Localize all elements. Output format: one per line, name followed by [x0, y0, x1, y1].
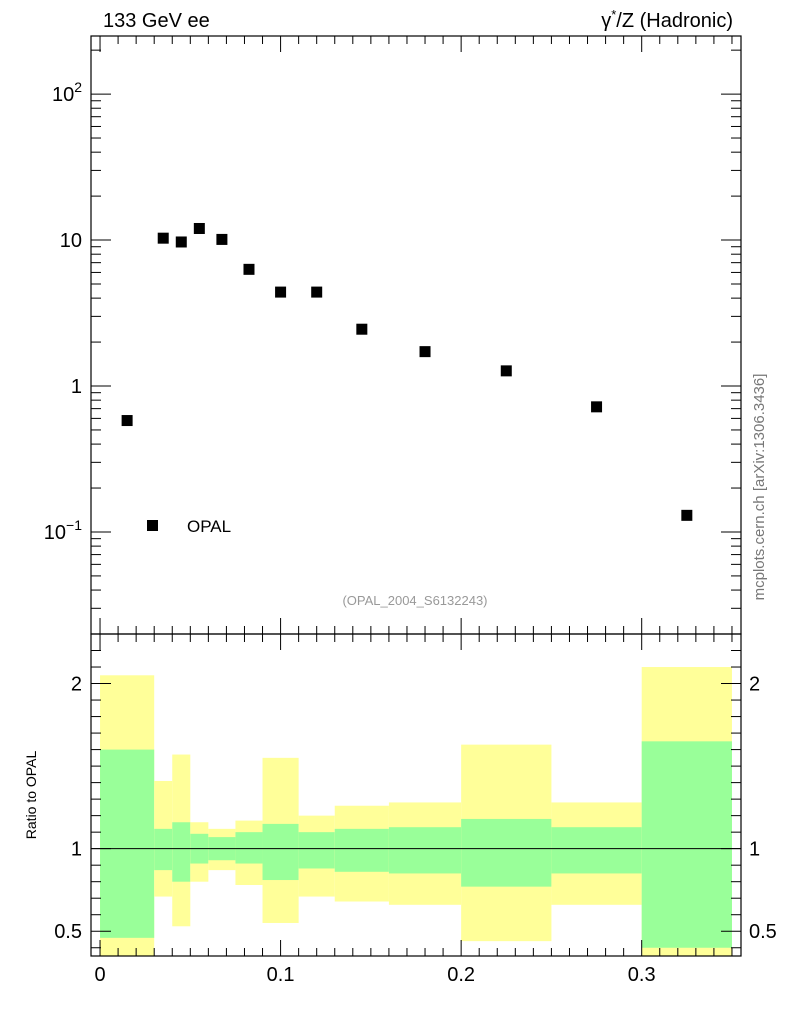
ratio-y-axis-label: Ratio to OPAL [23, 751, 39, 840]
main-y-tick-label-base-1: 1 [71, 376, 82, 398]
main-y-tick-label-1: 1 [71, 376, 82, 398]
inner-band-5 [235, 832, 263, 864]
main-y-tick-label-exp-0: −1 [66, 517, 82, 533]
data-point-2 [175, 236, 187, 248]
inner-band-10 [461, 818, 552, 887]
inner-band-9 [388, 827, 462, 874]
x-tick-label-1: 0.1 [267, 964, 295, 986]
inner-band-11 [551, 827, 642, 874]
data-point-1 [157, 232, 169, 244]
ratio-y-tick-labels: 0.5 0.5 1 1 2 2 [54, 674, 777, 944]
x-tick-label-2: 0.2 [447, 964, 475, 986]
ratio-y-tick-label-right-0: 0.5 [749, 921, 777, 943]
data-point-8 [356, 323, 368, 335]
x-tick-label-3: 0.3 [628, 964, 656, 986]
ratio-bands [100, 667, 732, 956]
inner-band-12 [641, 741, 732, 948]
main-y-tick-label-0: 10−1 [44, 517, 82, 544]
ratio-y-tick-label-right-2: 2 [749, 674, 760, 696]
legend-label: OPAL [187, 517, 231, 536]
data-point-5 [243, 263, 255, 275]
data-point-12 [681, 509, 693, 521]
side-source-label: mcplots.cern.ch [arXiv:1306.3436] [751, 374, 768, 601]
main-y-tick-label-base-0: 10 [44, 522, 66, 544]
inner-band-0 [100, 749, 155, 938]
ratio-y-tick-label-right-1: 1 [749, 839, 760, 861]
data-point-0 [121, 415, 133, 427]
ratio-y-tick-label-left-1: 1 [71, 839, 82, 861]
main-y-tick-label-base-2: 10 [60, 230, 82, 252]
main-panel-frame [90, 35, 742, 635]
main-y-tick-label-2: 10 [60, 230, 82, 252]
inner-band-7 [298, 832, 335, 869]
data-point-6 [275, 286, 287, 298]
data-point-7 [311, 286, 323, 298]
data-point-11 [591, 401, 603, 413]
data-point-10 [500, 365, 512, 377]
data-points [121, 222, 693, 521]
ratio-panel-frame [90, 633, 742, 957]
data-point-3 [193, 222, 205, 234]
ratio-y-tick-label-left-2: 2 [71, 674, 82, 696]
axis-ticks [91, 36, 741, 956]
analysis-id: (OPAL_2004_S6132243) [342, 593, 487, 608]
inner-band-8 [334, 828, 389, 872]
main-y-tick-label-exp-3: 2 [74, 79, 82, 95]
data-point-9 [419, 346, 431, 358]
inner-band-2 [172, 822, 191, 882]
legend-marker [147, 520, 158, 531]
ratio-y-tick-label-left-0: 0.5 [54, 921, 82, 943]
inner-band-6 [262, 823, 299, 881]
main-y-tick-label-3: 102 [52, 79, 82, 106]
x-tick-labels: 0 0.1 0.2 0.3 [94, 964, 655, 986]
header-right-title: γ*/Z (Hadronic) [601, 7, 733, 32]
inner-band-1 [154, 828, 173, 871]
main-y-tick-label-base-3: 10 [52, 84, 74, 106]
header-left-title: 133 GeV ee [103, 10, 210, 32]
x-tick-label-0: 0 [94, 964, 105, 986]
data-point-4 [216, 233, 228, 245]
